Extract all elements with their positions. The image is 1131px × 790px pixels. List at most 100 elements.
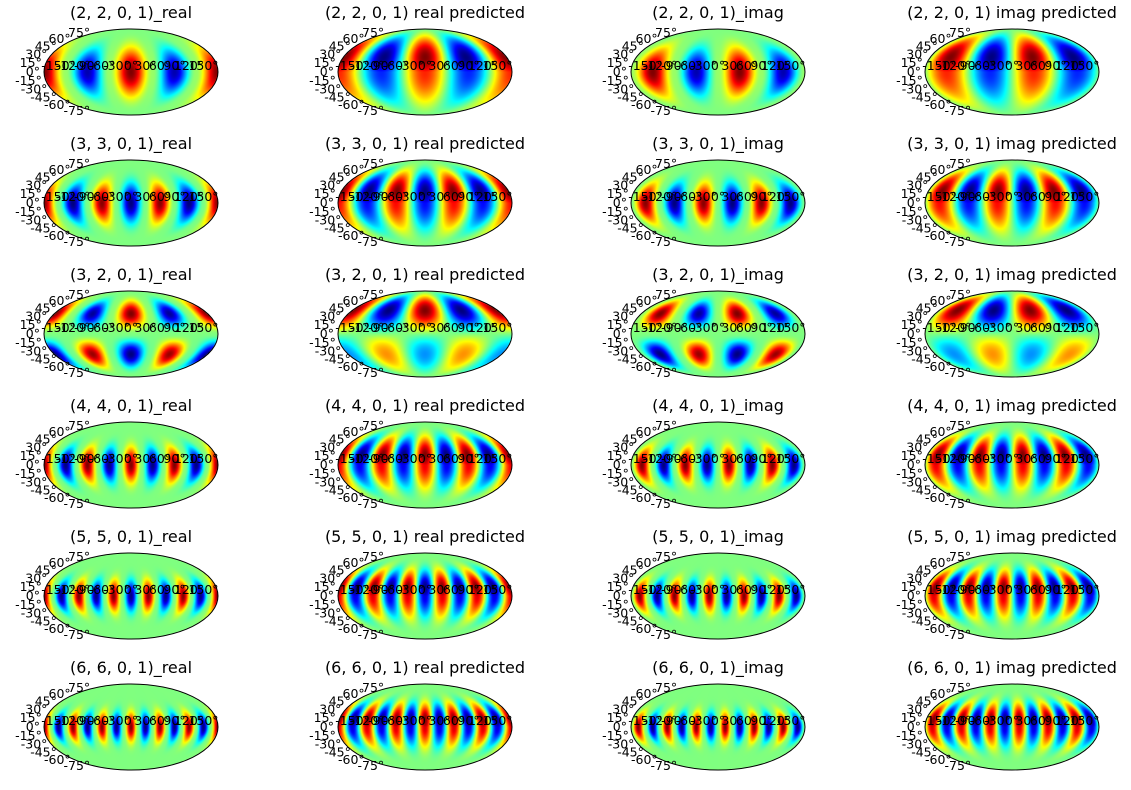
lat-tick-label: -30° [315, 212, 342, 227]
lat-tick-label: -30° [21, 474, 48, 489]
lon-tick-label: -30° [690, 320, 717, 335]
lon-tick-label: -30° [103, 58, 130, 73]
map-boundary [43, 290, 219, 378]
map-boundary [43, 683, 219, 771]
lon-tick-label: 150° [188, 189, 218, 204]
lat-tick-label: -15° [602, 73, 629, 88]
lon-tick-label: 150° [482, 189, 512, 204]
lon-tick-label: 60° [443, 713, 465, 728]
lat-tick-label: 15° [901, 186, 923, 201]
lon-tick-label: 90° [163, 320, 185, 335]
lat-tick-label: -45° [30, 613, 57, 628]
panel-title: (3, 2, 0, 1) imag predicted [907, 265, 1117, 284]
lat-tick-label: 30° [906, 47, 928, 62]
lat-tick-label: -45° [324, 220, 351, 235]
lon-tick-label: 120° [468, 451, 498, 466]
lat-tick-label: 45° [35, 39, 57, 54]
lat-tick-label: 0° [320, 588, 334, 603]
lat-tick-label: -45° [324, 482, 351, 497]
lon-tick-label: 150° [188, 320, 218, 335]
lon-tick-label: 90° [163, 713, 185, 728]
lon-tick-label: -60° [383, 320, 410, 335]
lon-tick-label: 0° [418, 320, 432, 335]
lat-tick-label: 15° [314, 317, 336, 332]
lat-tick-label: 75° [655, 156, 677, 171]
lat-tick-label: -15° [896, 73, 923, 88]
lat-tick-label: 60° [343, 686, 365, 701]
panel-title: (2, 2, 0, 1)_real [70, 3, 192, 23]
lat-tick-label: -30° [315, 343, 342, 358]
lon-tick-label: -30° [984, 713, 1011, 728]
lon-tick-label: -120° [56, 189, 91, 204]
panel: (2, 2, 0, 1)_real-75°-60°-45°-30°-15°0°1… [15, 3, 218, 118]
lat-tick-label: -60° [44, 621, 71, 636]
lat-tick-label: -15° [896, 204, 923, 219]
lat-tick-label: -30° [315, 474, 342, 489]
lon-tick-label: -60° [970, 189, 997, 204]
lat-tick-label: 60° [49, 162, 71, 177]
lon-tick-label: 0° [124, 451, 138, 466]
lon-tick-label: -90° [661, 582, 688, 597]
lon-tick-label: -60° [676, 320, 703, 335]
lon-tick-label: 60° [149, 58, 171, 73]
lon-tick-label: -150° [41, 582, 76, 597]
panel-grid: (2, 2, 0, 1)_real-75°-60°-45°-30°-15°0°1… [15, 3, 1117, 773]
lon-tick-label: -60° [89, 189, 116, 204]
lon-tick-label: -90° [368, 713, 395, 728]
lat-tick-label: -15° [15, 204, 42, 219]
lon-tick-label: -90° [955, 189, 982, 204]
lon-tick-label: 150° [775, 713, 805, 728]
lon-tick-label: 150° [1069, 713, 1099, 728]
lon-tick-label: 0° [418, 58, 432, 73]
lat-tick-label: -45° [324, 744, 351, 759]
panel: (5, 5, 0, 1) imag predicted-75°-60°-45°-… [896, 527, 1117, 642]
lon-tick-label: 30° [721, 451, 743, 466]
lon-tick-label: -30° [103, 320, 130, 335]
lat-tick-label: 60° [930, 162, 952, 177]
lat-tick-label: 30° [319, 47, 341, 62]
lon-tick-label: 90° [163, 189, 185, 204]
lat-tick-label: -30° [902, 605, 929, 620]
lon-tick-label: -90° [74, 582, 101, 597]
lon-tick-label: 30° [428, 713, 450, 728]
lon-tick-label: -90° [955, 451, 982, 466]
lon-tick-label: -150° [628, 58, 663, 73]
lon-tick-label: -120° [643, 320, 678, 335]
lon-tick-label: -150° [41, 320, 76, 335]
lon-tick-label: -120° [937, 58, 972, 73]
map-boundary [630, 421, 806, 509]
lat-tick-label: 15° [314, 186, 336, 201]
lon-tick-label: -90° [74, 713, 101, 728]
lat-tick-label: -75° [651, 365, 678, 380]
panel-title: (6, 6, 0, 1)_imag [652, 658, 784, 678]
lat-tick-label: 30° [25, 440, 47, 455]
lat-tick-label: 15° [314, 710, 336, 725]
lon-tick-label: 120° [174, 582, 204, 597]
lat-tick-label: -30° [902, 212, 929, 227]
heatmap-field [338, 291, 512, 377]
map-boundary [630, 552, 806, 640]
lon-tick-label: 60° [1030, 58, 1052, 73]
lat-tick-label: 15° [314, 55, 336, 70]
lon-tick-label: 0° [1005, 582, 1019, 597]
panel: (3, 2, 0, 1)_real-75°-60°-45°-30°-15°0°1… [15, 265, 218, 380]
map-boundary [337, 28, 513, 116]
lon-tick-label: -30° [103, 713, 130, 728]
lon-tick-label: 90° [1044, 582, 1066, 597]
lat-tick-label: -30° [902, 343, 929, 358]
lon-tick-label: 30° [134, 58, 156, 73]
panel-title: (5, 5, 0, 1)_imag [652, 527, 784, 547]
lat-tick-label: 60° [49, 424, 71, 439]
lat-tick-label: 60° [343, 293, 365, 308]
lat-tick-label: 60° [930, 555, 952, 570]
lat-tick-label: 30° [906, 571, 928, 586]
lon-tick-label: 150° [1069, 189, 1099, 204]
map-boundary [924, 290, 1100, 378]
lat-tick-label: 0° [907, 64, 921, 79]
lon-tick-label: -90° [74, 320, 101, 335]
lat-tick-label: -30° [902, 736, 929, 751]
lat-tick-label: 0° [320, 195, 334, 210]
lat-tick-label: 15° [20, 710, 42, 725]
lon-tick-label: 150° [188, 58, 218, 73]
lat-tick-label: -60° [631, 228, 658, 243]
